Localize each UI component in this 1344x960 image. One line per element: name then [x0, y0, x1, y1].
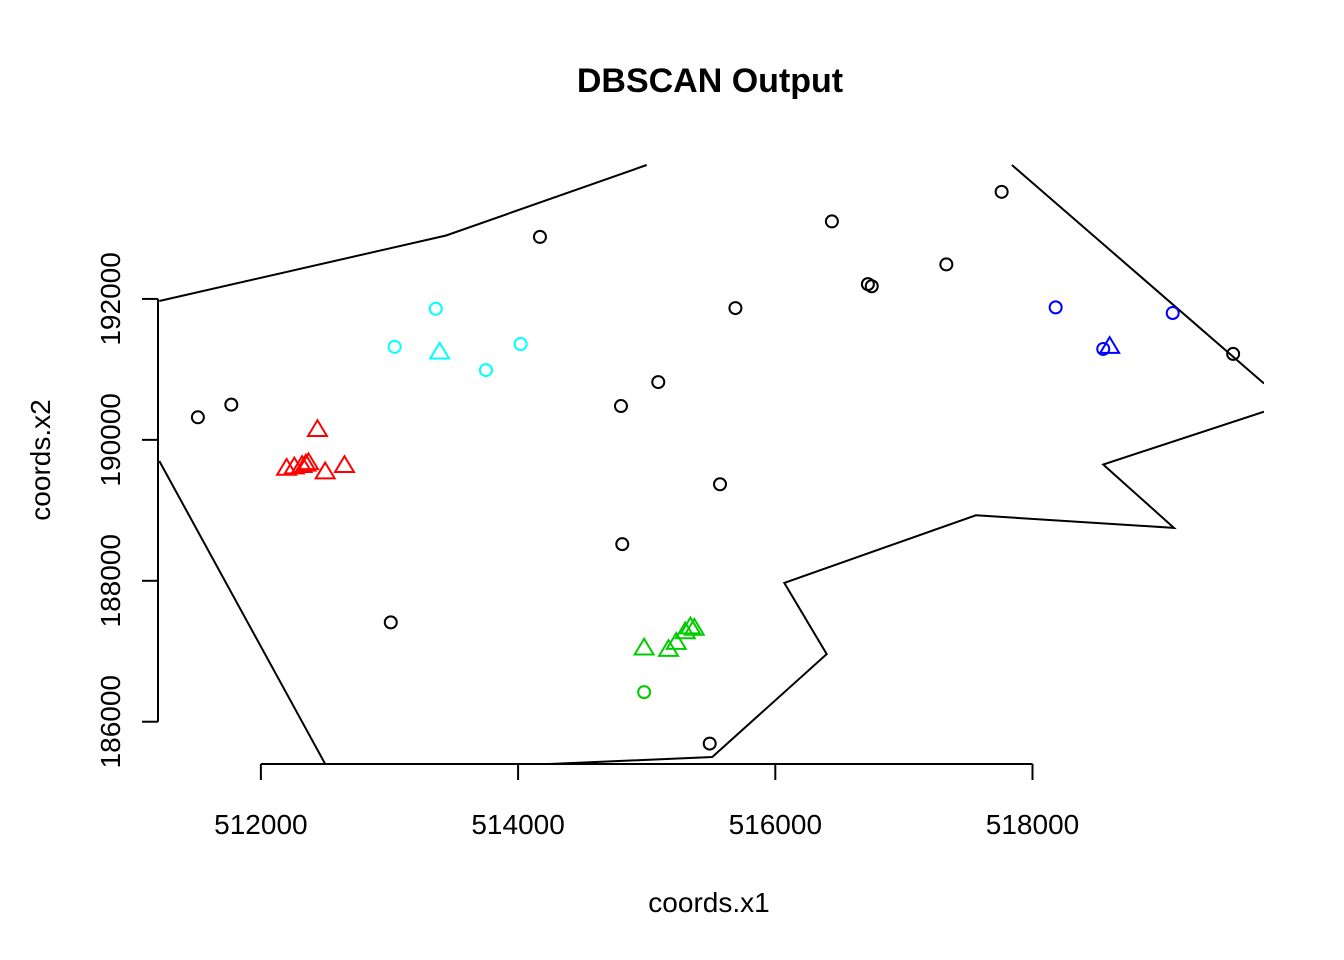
- x-tick-label: 518000: [986, 809, 1079, 840]
- y-tick-label: 192000: [95, 252, 126, 345]
- boundary-line: [159, 164, 648, 302]
- triangle-point: [632, 636, 656, 656]
- circle-point: [637, 685, 652, 700]
- triangle-point: [683, 617, 706, 636]
- circle-point: [224, 397, 239, 412]
- circle-point: [532, 229, 547, 244]
- boundary-lines: [158, 164, 1264, 764]
- circle-point: [387, 339, 402, 354]
- triangle-point: [306, 418, 329, 438]
- y-tick-label: 190000: [95, 393, 126, 486]
- x-axis-label: coords.x1: [648, 887, 769, 918]
- y-axis-label: coords.x2: [25, 399, 56, 520]
- circle-point: [383, 615, 398, 630]
- circle-point: [651, 375, 666, 390]
- x-axis: 512000 514000 516000 518000: [214, 763, 1079, 840]
- boundary-line: [548, 410, 1264, 764]
- triangle-point: [275, 457, 298, 476]
- circle-point: [428, 301, 443, 316]
- boundary-line: [1011, 164, 1264, 385]
- triangle-point: [290, 454, 314, 473]
- y-tick-label: 186000: [95, 675, 126, 768]
- circle-point: [702, 736, 717, 751]
- x-tick-label: 512000: [214, 809, 307, 840]
- circle-point: [513, 337, 528, 352]
- circle-point: [1096, 341, 1111, 356]
- boundary-line: [158, 460, 327, 764]
- circle-point: [615, 537, 630, 552]
- circle-point: [613, 399, 628, 414]
- x-tick-label: 516000: [729, 809, 822, 840]
- circle-point: [713, 477, 728, 492]
- triangle-point: [665, 631, 688, 650]
- triangle-point: [333, 454, 356, 473]
- circle-point: [1165, 306, 1180, 321]
- circle-point: [1048, 300, 1063, 315]
- circle-point: [824, 214, 839, 229]
- triangle-point: [313, 460, 337, 480]
- triangle-point: [679, 615, 702, 635]
- circle-point: [994, 184, 1009, 199]
- y-axis: 186000 188000 190000 192000: [95, 252, 159, 768]
- triangle-point: [674, 620, 697, 640]
- circle-point: [1226, 346, 1241, 361]
- y-tick-label: 188000: [95, 534, 126, 627]
- triangle-point: [428, 340, 451, 360]
- triangle-point: [294, 452, 318, 472]
- circle-point: [939, 257, 954, 272]
- x-tick-label: 514000: [471, 809, 564, 840]
- circle-point: [190, 410, 205, 425]
- data-points: [190, 184, 1241, 751]
- chart-title: DBSCAN Output: [577, 62, 843, 100]
- circle-point: [728, 301, 743, 316]
- triangle-point: [297, 451, 320, 471]
- triangle-point: [1098, 335, 1121, 354]
- circle-point: [478, 363, 493, 378]
- circle-point: [864, 279, 879, 294]
